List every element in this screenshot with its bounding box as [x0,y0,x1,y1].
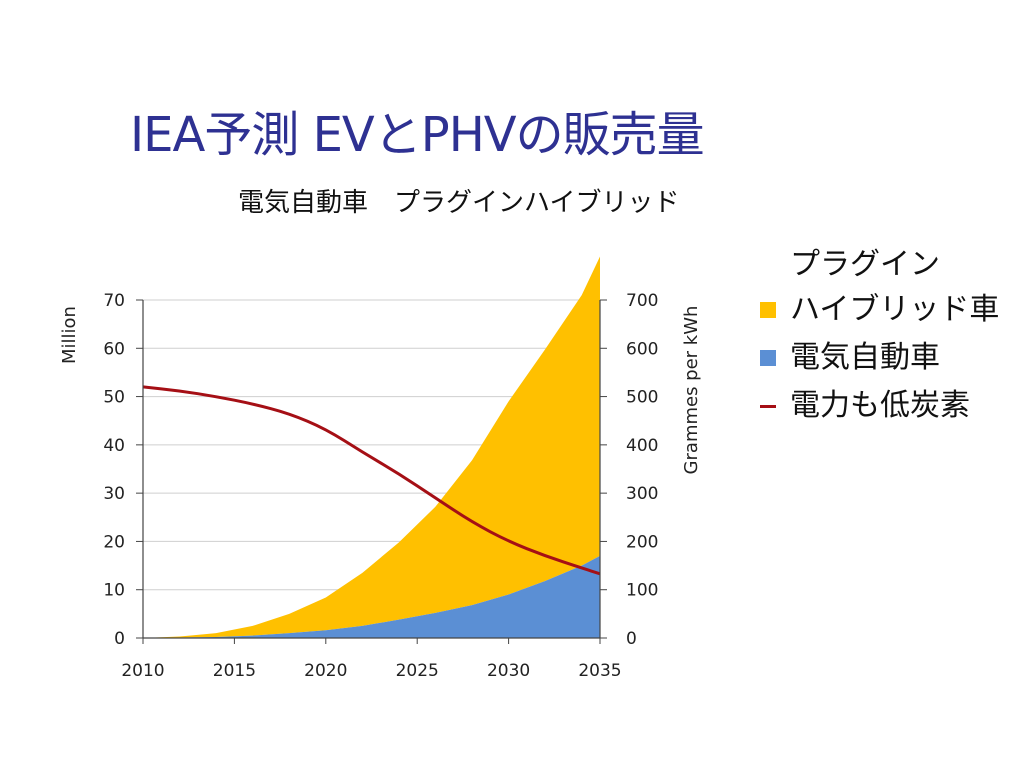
right-tick-label: 300 [626,484,658,504]
legend-carbon-swatch [760,404,776,408]
legend-ev-swatch [760,350,776,366]
left-tick-label: 20 [103,532,125,552]
x-tick-label: 2025 [396,661,439,681]
legend-phv-label: ハイブリッド車 [790,291,1000,327]
left-tick-label: 10 [103,581,125,601]
y-axis-label-left: Million [59,306,80,364]
right-tick-label: 600 [626,339,658,359]
right-tick-label: 200 [626,532,658,552]
right-tick-label: 700 [626,291,658,311]
legend-phv-label-line1: プラグイン [790,247,940,282]
x-tick-label: 2010 [121,661,164,681]
carbon-intensity-line [142,385,601,576]
chart-line [142,385,601,576]
right-tick-labels: 0 100 200 300 400 500 600 700 [626,291,658,649]
left-tick-label: 60 [103,339,125,359]
right-tick-label: 100 [626,581,658,601]
page-title: IEA予測 EVとPHVの販売量 [130,107,705,163]
legend: プラグイン ハイブリッド車 電気自動車 電力も低炭素 [760,247,1000,430]
legend-carbon-label: 電力も低炭素 [790,387,970,423]
x-tick-label: 2015 [213,661,256,681]
x-tick-labels: 2010 2015 2020 2025 2030 2035 [121,661,621,681]
ev-area [143,555,600,638]
left-tick-labels: 0 10 20 30 40 50 60 70 [103,291,125,649]
y-axis-label-right: Grammes per kWh [681,306,702,475]
page-subtitle: 電気自動車 プラグインハイブリッド [238,188,680,218]
chart-areas [143,256,600,638]
left-tick-label: 30 [103,484,125,504]
x-tick-label: 2030 [487,661,530,681]
chart-axes [136,299,607,644]
phv-area [143,256,600,638]
right-tick-label: 400 [626,436,658,456]
x-tick-label: 2020 [304,661,347,681]
right-tick-label: 500 [626,388,658,408]
legend-ev-label: 電気自動車 [790,339,940,375]
right-tick-label: 0 [626,629,637,649]
legend-phv-swatch [760,302,776,318]
left-tick-label: 50 [103,388,125,408]
x-tick-label: 2035 [578,661,621,681]
left-tick-label: 0 [114,629,125,649]
left-tick-label: 70 [103,291,125,311]
left-tick-label: 40 [103,436,125,456]
